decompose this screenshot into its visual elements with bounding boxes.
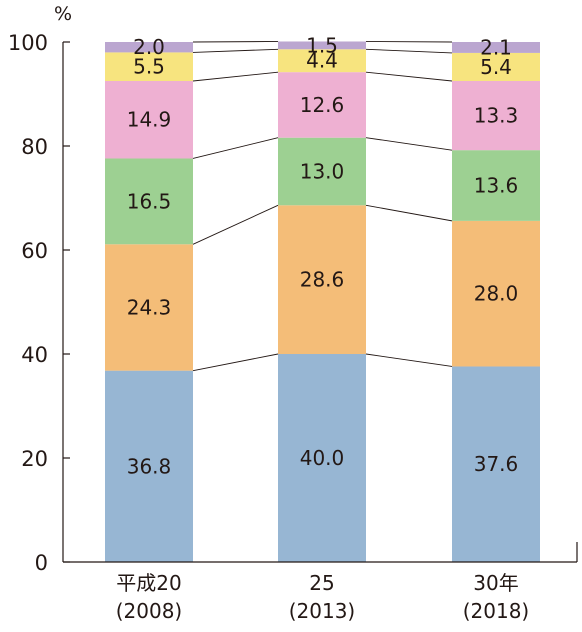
data-label: 12.6 [300,93,345,117]
y-tick-label: 40 [21,343,48,367]
x-category-label: 25 [309,571,334,595]
y-tick-label: 20 [21,447,48,471]
data-label: 40.0 [300,446,345,470]
bar-segment [452,81,540,151]
bar-segment [278,354,366,562]
data-label: 28.0 [474,282,519,306]
connector-lines-layer [192,41,453,372]
y-tick-label: 0 [35,551,48,575]
y-tick-label: 100 [8,31,48,55]
bar-segment [105,52,193,81]
bar-segment [452,42,540,53]
x-category-label: 30年 [473,571,518,595]
connector-line [192,353,279,372]
y-axis-unit: % [54,3,72,25]
data-label: 24.3 [127,295,172,319]
connector-line [365,48,453,54]
data-label: 5.5 [133,55,165,79]
category-labels-layer: 平成20 (2008) 25 (2013) 30年 (2018) [116,571,530,623]
data-label: 2.0 [133,35,165,59]
bar-segment [452,366,540,562]
data-label: 28.6 [300,268,345,292]
data-label: 13.3 [474,104,519,128]
data-label: 13.6 [474,174,519,198]
bar-segment [278,49,366,73]
data-labels-layer: 36.8 40.0 37.6 24.3 28.6 28.0 16.5 13.0 13.6 14.9… [127,33,519,478]
bar-segment [452,150,540,221]
connector-line [192,48,279,53]
y-tick-label: 80 [21,135,48,159]
data-label: 2.1 [480,35,512,59]
data-label: 37.6 [474,452,519,476]
bar-segment [105,81,193,159]
x-category-sublabel: (2008) [116,599,183,623]
x-category-sublabel: (2013) [289,599,356,623]
connector-line [365,137,453,151]
data-label: 36.8 [127,454,172,478]
bar-segment [105,370,193,562]
y-ticks-layer: 0 20 40 60 80 100 [8,31,70,575]
axes-layer: % [54,3,578,563]
data-label: 4.4 [306,49,338,73]
bar-segment [278,137,366,206]
data-label: 16.5 [127,189,172,213]
connector-line [365,204,453,222]
bar-segment [452,52,540,81]
data-label: 1.5 [306,33,338,57]
connector-line [192,71,279,82]
bar-segment [278,72,366,138]
connector-line [365,353,453,367]
connector-line [192,41,279,43]
x-category-label: 平成20 [116,571,181,595]
bar-segment [105,244,193,371]
bar-segment [105,158,193,245]
x-category-sublabel: (2018) [463,599,530,623]
data-label: 5.4 [480,55,512,79]
y-tick-label: 60 [21,239,48,263]
connector-line [192,204,279,245]
connector-line [192,137,279,159]
bars-layer [105,41,540,562]
bar-segment [105,42,193,53]
bar-segment [278,205,366,354]
data-label: 13.0 [300,159,345,183]
bar-segment [452,220,540,367]
bar-segment [278,41,366,50]
connector-line [365,41,453,43]
data-label: 14.9 [127,108,172,132]
connector-line [365,71,453,82]
